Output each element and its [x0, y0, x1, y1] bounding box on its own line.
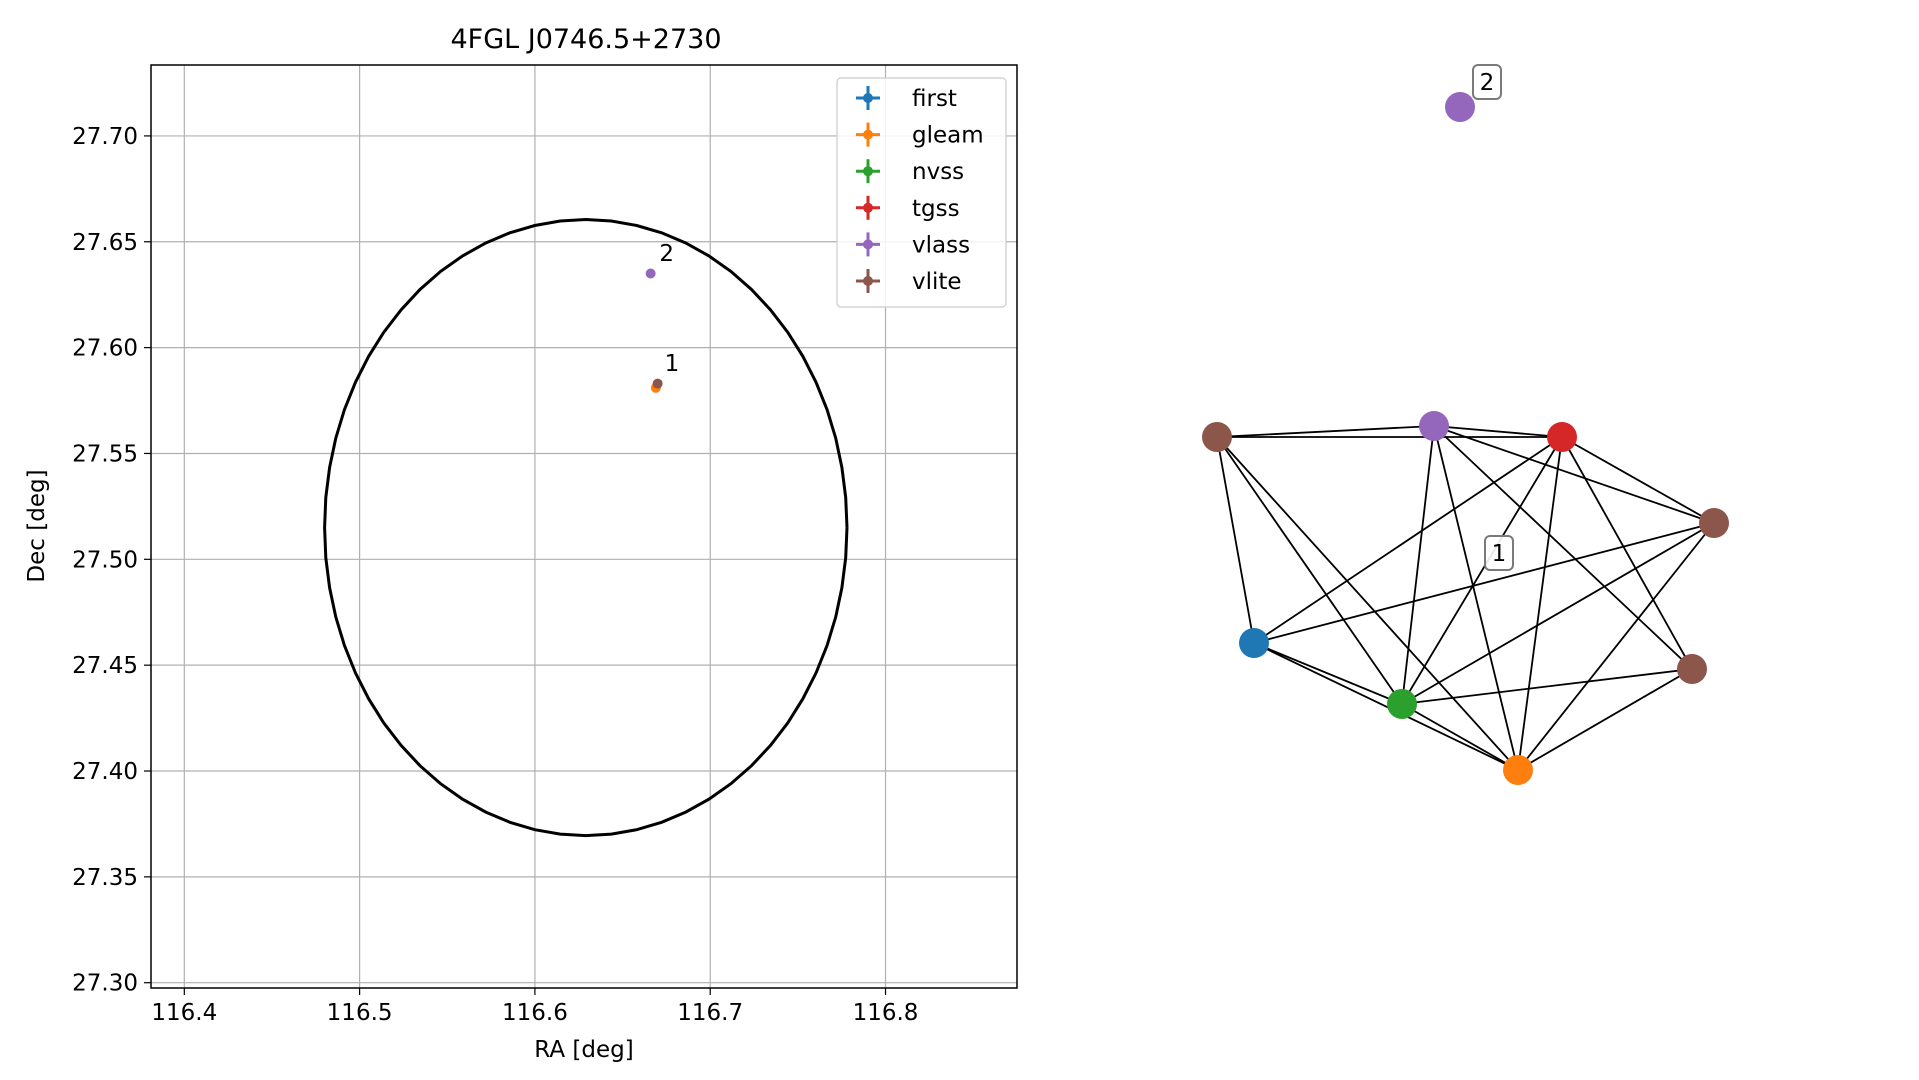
- network-edge: [1517, 668, 1693, 771]
- network-node: [1387, 689, 1417, 719]
- network-edge: [1561, 436, 1715, 524]
- data-point-vlass: [645, 268, 656, 279]
- network-edge: [1517, 436, 1563, 771]
- y-tick-label: 27.40: [72, 759, 138, 785]
- network-node: [1677, 654, 1707, 684]
- legend-swatch-marker: [863, 202, 873, 213]
- legend-swatch-marker: [863, 93, 873, 103]
- network-edge: [1433, 425, 1715, 524]
- network-edge: [1253, 522, 1715, 644]
- legend-swatch-marker: [863, 166, 873, 177]
- x-tick-label: 116.8: [853, 1000, 919, 1026]
- legend-label: vlass: [912, 232, 970, 258]
- legend-label: tgss: [912, 196, 960, 222]
- y-tick-label: 27.65: [72, 230, 138, 256]
- network-edge: [1401, 703, 1519, 771]
- network-edge: [1433, 425, 1693, 670]
- x-axis-label: RA [deg]: [534, 1037, 633, 1063]
- point-annotations: 12: [659, 241, 679, 377]
- legend: first gleam nvss tgss vlass vlite: [836, 77, 1007, 308]
- network-node: [1503, 755, 1533, 785]
- x-tick-label: 116.5: [327, 1000, 393, 1026]
- network-edge: [1216, 436, 1255, 644]
- legend-label: nvss: [912, 159, 964, 185]
- network-node: [1202, 422, 1232, 452]
- error-ellipse-path: [323, 217, 849, 838]
- network-edge: [1401, 668, 1693, 705]
- network-node: [1699, 508, 1729, 538]
- network-node: [1547, 422, 1577, 452]
- point-annotation: 2: [659, 241, 674, 267]
- x-tick-label: 116.6: [502, 1000, 568, 1026]
- legend-label: gleam: [912, 123, 984, 149]
- network-edge: [1401, 425, 1435, 705]
- network-edge: [1517, 522, 1715, 771]
- network-edge: [1401, 522, 1715, 705]
- legend-swatch-marker: [863, 239, 873, 250]
- network-node: [1419, 411, 1449, 441]
- x-tick-label: 116.7: [677, 1000, 743, 1026]
- legend-label: first: [912, 86, 957, 112]
- network-edge: [1401, 436, 1563, 705]
- network-edge: [1216, 436, 1403, 705]
- y-axis-label: Dec [deg]: [24, 469, 50, 582]
- network-edge: [1561, 436, 1693, 670]
- plot-frame: [150, 64, 1018, 989]
- network-edge: [1433, 425, 1519, 771]
- network-edges: [1216, 425, 1715, 771]
- y-tick-label: 27.30: [72, 971, 138, 997]
- source-points: [645, 268, 663, 393]
- y-tick-label: 27.55: [72, 441, 138, 467]
- network-edge: [1216, 425, 1435, 438]
- network-edge: [1253, 642, 1403, 705]
- point-annotation: 1: [665, 351, 680, 377]
- legend-swatch-marker: [863, 276, 873, 286]
- network-edge: [1433, 425, 1563, 438]
- sky-position-plot: 4FGL J0746.5+2730 12 116.4 116.5 116.6 116.…: [24, 24, 1018, 1063]
- plot-title: 4FGL J0746.5+2730: [450, 24, 721, 55]
- group-label-box: [1472, 64, 1502, 100]
- y-tick-label: 27.35: [72, 865, 138, 891]
- data-point-vlite: [652, 378, 663, 389]
- legend-swatch-marker: [863, 129, 873, 140]
- group-label: 1: [1492, 541, 1507, 567]
- x-axis-ticks: 116.4 116.5 116.6 116.7 116.8: [151, 988, 918, 1026]
- y-tick-label: 27.70: [72, 124, 138, 150]
- error-ellipse: [323, 217, 849, 838]
- network-group-labels: 12: [1472, 64, 1514, 571]
- network-nodes: [1202, 92, 1729, 785]
- legend-label: vlite: [912, 269, 962, 295]
- group-label: 2: [1480, 70, 1495, 96]
- x-tick-label: 116.4: [151, 1000, 217, 1026]
- y-tick-label: 27.60: [72, 336, 138, 362]
- association-network: 12: [1202, 64, 1729, 785]
- y-axis-ticks: 27.30 27.35 27.40 27.45 27.50 27.55 27.60 27.65…: [72, 124, 151, 997]
- group-label-box: [1484, 535, 1514, 571]
- y-tick-label: 27.45: [72, 653, 138, 679]
- y-tick-label: 27.50: [72, 547, 138, 573]
- network-edge: [1216, 436, 1519, 771]
- network-edge: [1253, 436, 1563, 644]
- network-edge: [1253, 642, 1519, 771]
- network-node: [1445, 92, 1475, 122]
- network-node: [1239, 628, 1269, 658]
